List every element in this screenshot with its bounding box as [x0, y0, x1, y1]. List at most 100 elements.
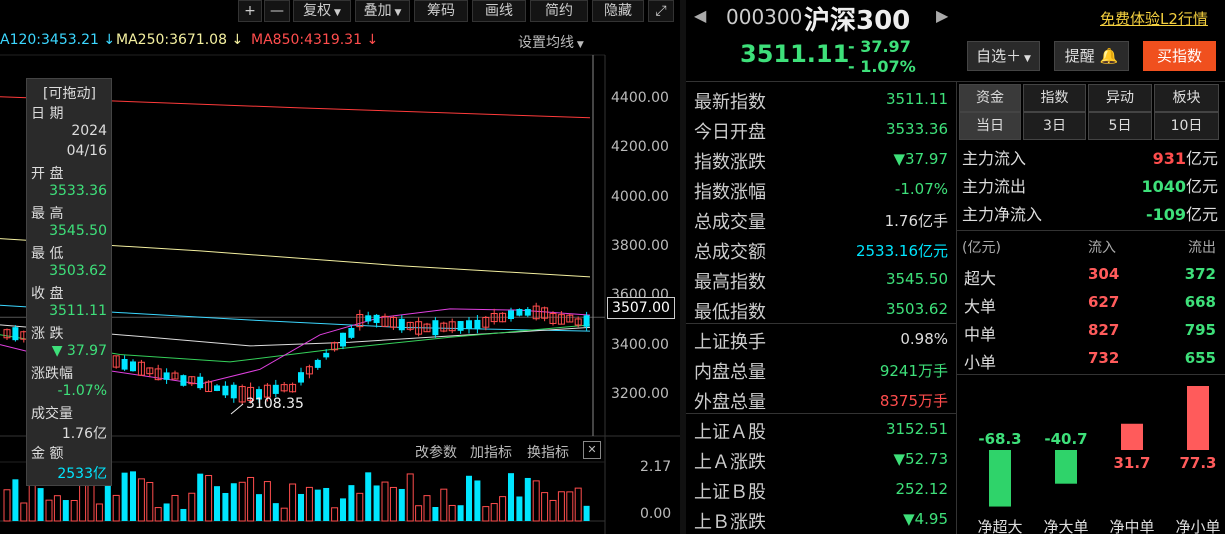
ma-settings-button[interactable]: 设置均线 ▼ [518, 35, 584, 51]
volume-bar [171, 494, 179, 522]
volume-bar [298, 493, 304, 521]
volume-bar [45, 499, 53, 522]
tab-10day[interactable]: 10日 [1154, 112, 1219, 140]
volume-bar [112, 494, 120, 522]
net-bar-value: -40.7 [1044, 430, 1087, 448]
volume-bar [12, 479, 19, 521]
volume-bar [474, 480, 481, 521]
swap-indicator-button[interactable]: 换指标 [527, 445, 569, 461]
zoom-out-button[interactable]: — [264, 0, 290, 22]
quote-value: 3511.11 [885, 90, 948, 108]
panel-divider[interactable] [680, 0, 686, 534]
volume-bar [365, 472, 372, 521]
volume-bar [457, 505, 464, 521]
volume-bar [188, 492, 196, 522]
volume-bar [137, 478, 145, 522]
flow-row: 主力净流入 -109亿元 [960, 198, 1222, 226]
candle-body [256, 389, 262, 400]
jianyue-button[interactable]: 简约 [530, 0, 588, 22]
candle-body [381, 315, 389, 327]
candle-body [238, 386, 246, 403]
tab-3day[interactable]: 3日 [1023, 112, 1086, 140]
l2-promo-link[interactable]: 免费体验L2行情 [1100, 10, 1208, 28]
candle-body [331, 342, 339, 351]
next-stock-icon[interactable]: ▶ [936, 6, 949, 25]
size-row: 小单 732 655 [960, 345, 1222, 373]
flow-key: 主力流出 [962, 177, 1027, 196]
size-inflow: 304 [1088, 265, 1120, 283]
candle-body [180, 375, 187, 386]
tab-sector[interactable]: 板块 [1154, 84, 1219, 112]
net-bar-value: 77.3 [1179, 454, 1216, 472]
tab-index[interactable]: 指数 [1023, 84, 1086, 112]
candle-body [205, 381, 213, 393]
volume-bar [499, 496, 507, 522]
candle-body [499, 312, 507, 323]
quote-row: 最高指数 3545.50 [686, 264, 956, 294]
change-value: ▼ 37.97 [51, 343, 107, 359]
y-tick: 3200.00 [611, 386, 669, 402]
diejia-button[interactable]: 叠加 ▼ [355, 0, 410, 22]
add-indicator-button[interactable]: 加指标 [470, 445, 512, 461]
volume-bar [280, 507, 288, 522]
y-tick: 3800.00 [611, 238, 669, 254]
price-change: - 37.97 [848, 37, 911, 56]
chouma-button[interactable]: 筹码 [414, 0, 468, 22]
ohlc-info-panel[interactable]: [可拖动] 日 期 2024 04/16 开 盘 3533.36 最 高 354… [26, 78, 112, 486]
hide-button[interactable]: 隐藏 [592, 0, 644, 22]
quote-value: 3545.50 [885, 270, 948, 288]
volume-bar [432, 507, 439, 521]
tab-funds[interactable]: 资金 [959, 84, 1021, 112]
tab-today[interactable]: 当日 [959, 112, 1021, 140]
candle-body [12, 327, 19, 341]
change-params-button[interactable]: 改参数 [415, 445, 457, 461]
alert-button[interactable]: 提醒 🔔 [1054, 41, 1129, 71]
candle-body [482, 316, 490, 328]
volume-bar [423, 495, 431, 522]
low-value: 3503.62 [49, 263, 107, 279]
flow-key: 主力净流入 [962, 205, 1043, 224]
volume-bar [95, 503, 103, 522]
candle-body [289, 383, 297, 393]
quote-row: 指数涨跌 ▼37.97 [686, 144, 956, 174]
close-icon[interactable]: ✕ [583, 441, 601, 459]
drag-hint[interactable]: [可拖动] [43, 86, 96, 102]
volume-bar [289, 483, 297, 522]
fullscreen-icon[interactable]: ⤢ [648, 0, 674, 22]
quote-key: 上证Ａ股 [694, 422, 766, 443]
volume-bar [104, 476, 111, 521]
ma850-label: MA850:4319.31 ↓ [251, 32, 379, 48]
volume-bar [348, 485, 355, 521]
size-inflow: 732 [1088, 349, 1120, 367]
quote-key: 今日开盘 [694, 122, 766, 143]
candle-body [263, 384, 271, 398]
dropdown-icon: ▼ [391, 8, 402, 18]
quote-row: 内盘总量 9241万手 [686, 354, 956, 384]
huaxian-button[interactable]: 画线 [472, 0, 526, 22]
tab-5day[interactable]: 5日 [1088, 112, 1152, 140]
volume-bar [238, 481, 246, 522]
volume-bar [247, 476, 255, 522]
add-watchlist-button[interactable]: 自选＋ ▼ [967, 41, 1040, 71]
zoom-in-button[interactable]: + [238, 0, 262, 22]
prev-stock-icon[interactable]: ◀ [694, 6, 707, 25]
candle-body [121, 359, 128, 370]
buy-index-button[interactable]: 买指数 [1143, 41, 1216, 71]
candle-body [423, 323, 431, 333]
candle-body [583, 315, 590, 327]
candle-body [415, 321, 423, 335]
vol-value: 1.76亿 [61, 426, 107, 442]
kline-chart-area[interactable]: + — 复权 ▼ 叠加 ▼ 筹码 画线 简约 隐藏 ⤢ A120:3453.21… [0, 0, 680, 534]
tab-movement[interactable]: 异动 [1088, 84, 1152, 112]
volume-bar [79, 483, 87, 522]
volume-bar [415, 505, 423, 522]
vol-label: 成交量 [31, 406, 73, 422]
candle-body [305, 366, 313, 375]
size-key: 中单 [964, 325, 997, 344]
quote-row: 总成交额 2533.16亿元 [686, 234, 956, 264]
fuquan-button[interactable]: 复权 ▼ [293, 0, 351, 22]
size-inflow: 827 [1088, 321, 1120, 339]
open-value: 3533.36 [49, 183, 107, 199]
candle-body [323, 352, 330, 358]
close-value: 3511.11 [49, 303, 107, 319]
